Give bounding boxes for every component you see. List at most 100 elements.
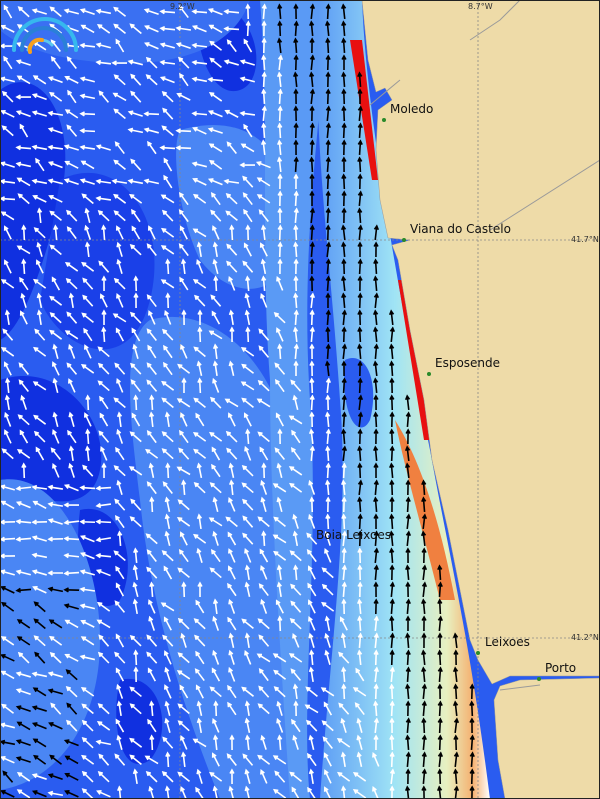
wave-arrow	[272, 534, 287, 544]
wave-arrow	[212, 530, 219, 546]
wave-arrow	[405, 428, 411, 445]
wave-arrow	[16, 619, 31, 629]
wave-arrow	[389, 649, 395, 666]
wave-arrow	[389, 598, 395, 615]
wave-arrow	[209, 567, 222, 579]
wave-arrow	[373, 462, 379, 479]
wave-arrow	[101, 462, 107, 479]
wave-arrow	[227, 684, 237, 699]
wave-arrow	[275, 412, 284, 427]
place-viana-do-castelo[interactable]: Viana do Castelo	[410, 222, 511, 236]
wave-arrow	[309, 3, 316, 20]
wave-arrow	[196, 258, 204, 274]
wave-arrow	[146, 566, 158, 579]
wave-arrow	[175, 128, 192, 134]
wave-arrow	[257, 380, 270, 392]
wave-arrow	[63, 739, 79, 747]
wave-arrow	[179, 429, 189, 444]
wave-arrow	[389, 530, 395, 547]
wave-arrow	[85, 394, 91, 411]
wave-arrow	[289, 771, 302, 782]
wave-arrow	[261, 37, 267, 54]
wave-arrow	[309, 224, 315, 241]
wave-arrow	[79, 485, 96, 491]
wave-arrow	[208, 143, 223, 153]
wave-arrow	[47, 127, 63, 134]
wave-arrow	[129, 23, 142, 35]
wave-arrow	[421, 768, 427, 785]
wave-arrow	[240, 347, 255, 357]
wave-arrow	[147, 140, 157, 155]
wave-arrow	[308, 513, 316, 529]
wave-arrow	[212, 377, 220, 393]
wave-arrow	[293, 20, 299, 37]
wave-arrow	[354, 702, 365, 716]
wave-arrow	[261, 20, 267, 37]
wave-arrow	[162, 361, 173, 376]
wave-arrow	[405, 598, 411, 615]
wave-arrow	[0, 211, 15, 221]
wave-arrow	[95, 8, 112, 15]
place-boia-leixoes[interactable]: Boia Leixoes	[316, 528, 391, 542]
lon-label-8-7w: 8.7°W	[468, 2, 493, 11]
wave-arrow	[389, 734, 395, 751]
wave-arrow	[112, 92, 127, 102]
wave-arrow	[33, 414, 47, 425]
wave-arrow	[357, 88, 363, 105]
wave-arrow	[0, 636, 15, 646]
wave-arrow	[16, 245, 31, 255]
wave-arrow	[197, 377, 203, 394]
wave-arrow	[68, 378, 76, 393]
wave-arrow	[193, 618, 206, 630]
wave-arrow	[308, 616, 316, 631]
wave-arrow	[98, 260, 110, 273]
wave-arrow	[276, 700, 283, 716]
wave-arrow	[0, 585, 15, 594]
place-esposende[interactable]: Esposende	[435, 356, 501, 370]
wave-arrow	[405, 666, 411, 683]
wave-arrow	[133, 547, 139, 564]
wave-arrow	[210, 209, 222, 222]
wave-arrow	[293, 156, 299, 173]
wave-arrow	[389, 700, 395, 717]
wave-arrow	[223, 59, 239, 66]
wave-arrow	[36, 207, 43, 224]
wave-arrow	[159, 9, 176, 15]
place-moledo[interactable]: Moledo	[390, 102, 434, 116]
wave-arrow	[340, 275, 347, 292]
wave-arrow	[276, 275, 284, 291]
wave-arrow	[373, 292, 380, 309]
wave-arrow	[66, 311, 78, 324]
lat-label-41-2n: 41.2°N	[571, 633, 599, 642]
wave-arrow	[3, 4, 13, 19]
wave-arrow	[145, 770, 158, 783]
wave-arrow	[96, 720, 111, 731]
wave-arrow	[306, 719, 318, 732]
wave-arrow	[437, 632, 443, 649]
wave-arrow	[164, 309, 172, 325]
wave-arrow	[421, 666, 427, 683]
wave-arrow	[277, 20, 283, 37]
wave-arrow	[341, 581, 347, 598]
wave-arrow	[321, 567, 334, 579]
wave-arrow	[163, 650, 172, 665]
wave-arrow	[165, 462, 171, 479]
wave-arrow	[405, 547, 411, 564]
wave-arrow	[240, 143, 255, 153]
wave-arrow	[115, 582, 125, 597]
wave-arrow	[307, 786, 317, 799]
wave-arrow	[52, 463, 60, 478]
wave-arrow	[179, 276, 189, 291]
place-leixoes[interactable]: Leixoes	[485, 635, 530, 649]
wave-arrow	[276, 71, 283, 88]
wave-arrow	[130, 90, 142, 103]
wave-arrow	[193, 397, 206, 409]
wave-arrow	[241, 397, 254, 408]
place-porto[interactable]: Porto	[545, 661, 577, 675]
wave-arrow	[176, 516, 191, 527]
wave-arrow	[36, 309, 42, 326]
wave-arrow	[373, 224, 380, 241]
wave-arrow	[162, 736, 174, 749]
wave-arrow	[80, 24, 95, 34]
